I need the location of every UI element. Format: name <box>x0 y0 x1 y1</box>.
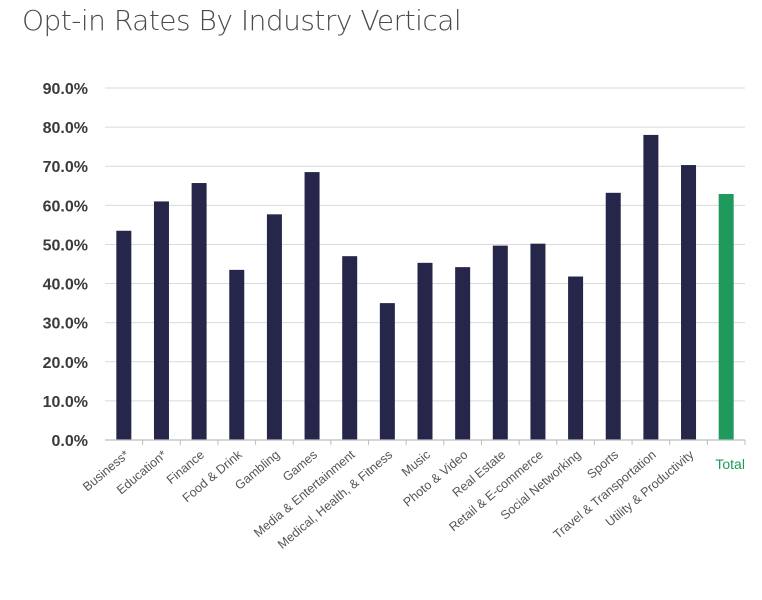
bar-total <box>718 193 734 440</box>
y-tick-label: 30.0% <box>43 316 88 333</box>
bar-photo-video <box>455 267 471 440</box>
bar-education <box>153 201 169 440</box>
y-tick-label: 50.0% <box>43 237 88 254</box>
y-tick-label: 20.0% <box>43 355 88 372</box>
x-tick-label: Music <box>399 448 433 480</box>
bar-games <box>304 172 320 441</box>
bar-real-estate <box>492 245 508 440</box>
chart-title: Opt-in Rates By Industry Vertical <box>22 4 462 37</box>
bar-retail-e-commerce <box>530 243 546 440</box>
x-tick-label: Total <box>715 456 745 472</box>
x-axis-tick-marks <box>142 440 746 445</box>
bar-finance <box>191 183 207 441</box>
bar-media-entertainment <box>342 256 358 440</box>
y-tick-label: 90.0% <box>43 81 88 98</box>
bar-utility-productivity <box>681 165 697 440</box>
bar-gambling <box>266 214 282 440</box>
bars <box>116 134 734 441</box>
bar-social-networking <box>568 276 584 440</box>
bar-music <box>417 262 433 440</box>
bar-sports <box>605 192 621 440</box>
y-axis-ticks: 0.0% 10.0% 20.0% 30.0% 40.0% 50.0% 60.0% 70.0% 8… <box>43 81 88 450</box>
y-tick-label: 60.0% <box>43 198 88 215</box>
x-tick-label: Photo & Video <box>401 448 471 510</box>
bar-food-drink <box>229 269 245 440</box>
y-tick-label: 0.0% <box>52 433 88 450</box>
y-tick-label: 80.0% <box>43 120 88 137</box>
bar-medical-health-fitness <box>379 303 395 440</box>
y-tick-label: 70.0% <box>43 159 88 176</box>
bar-business <box>116 230 132 440</box>
bar-travel-transportation <box>643 134 659 440</box>
y-tick-label: 40.0% <box>43 277 88 294</box>
y-tick-label: 10.0% <box>43 394 88 411</box>
